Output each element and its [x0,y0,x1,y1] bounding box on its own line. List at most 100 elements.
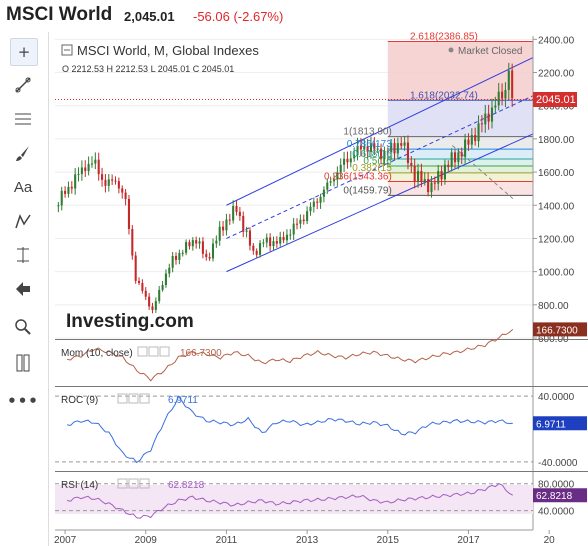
trend-line-icon[interactable] [10,72,36,98]
fib-level-label: 1.618(2032.74) [410,90,478,101]
candle-body [487,113,490,122]
candle-body [205,253,208,258]
candle-body [104,179,107,186]
candle-body [332,179,336,182]
candle-body [218,226,221,241]
candle-body [60,190,63,206]
x-tick-label: 2017 [457,535,480,546]
indicator-value-tag-label: 6.9711 [536,419,566,430]
ruler-icon[interactable] [10,350,36,376]
fib-level-label: 0.382(15 [352,163,392,174]
candle-body [497,91,500,106]
indicator-control-icon [148,346,159,357]
ohlc-readout: O 2212.53 H 2212.53 L 2045.01 C 2045.01 [62,64,234,74]
candle-body [490,107,494,122]
crosshair-icon[interactable]: + [10,38,38,66]
text-icon[interactable]: Aa [13,178,33,196]
x-tick-label: 2013 [296,535,319,546]
candle-body [134,255,137,281]
last-price-label: 2045.01 [536,94,576,106]
instrument-price: 2,045.01 [124,9,175,24]
y-tick-label: 800.00 [538,301,569,312]
candle-body [450,152,453,168]
watermark: Investing.com [66,311,194,332]
x-tick-label: 2009 [135,535,158,546]
candle-body [74,174,77,189]
candle-body [393,143,396,154]
candle-body [77,173,80,175]
candle-body [383,150,386,160]
fib-zone [387,181,533,196]
candle-body [295,223,299,225]
x-tick-label: 2015 [377,535,400,546]
candle-body [339,164,342,173]
x-tick-label: 2007 [54,535,77,546]
candle-body [480,123,483,125]
candle-body [168,267,171,274]
candle-body [228,219,231,221]
candle-body [406,142,409,163]
candle-body [67,186,70,194]
candle-body [322,189,325,197]
market-status: Market Closed [458,46,522,57]
candle-body [161,285,164,290]
candle-body [437,170,440,184]
candle-body [181,252,184,254]
indicator-tick-label: 40.0000 [538,392,575,403]
zoom-icon[interactable] [10,314,36,340]
indicator-line [67,483,514,519]
candle-body [259,243,262,255]
candle-body [336,172,339,180]
candle-body [127,199,130,230]
candle-body [285,234,288,241]
candle-body [467,139,470,145]
candle-body [400,143,403,146]
collapse-box-icon[interactable] [61,44,73,56]
candle-body [349,158,352,163]
candle-body [107,179,110,186]
candle-body [235,206,238,212]
candle-body [154,301,157,310]
candle-body [403,142,406,146]
indicator-value: 6.9711 [168,395,198,406]
indicator-control-icon [117,393,128,404]
indicator-value-tag [533,322,587,337]
header: MSCI World 2,045.01 -56.06 (-2.67%) [0,0,588,32]
indicator-tick-label: 80.0000 [538,480,575,491]
candle-body [111,179,114,181]
fib-measure-icon[interactable] [10,242,36,268]
candle-body [242,215,245,232]
candle-body [363,146,366,150]
candle-body [121,188,124,193]
fib-zone [387,136,533,150]
y-tick-label: 1600.00 [538,168,575,179]
candle-body [215,240,218,244]
candle-body [302,219,305,222]
indicator-value-tag-label: 62.8218 [536,491,573,502]
indicator-tick-label: 40.0000 [538,507,575,518]
candle-body [309,206,312,212]
more-icon[interactable]: ••• [7,392,39,410]
indicator-name: RSI (14) [61,480,98,491]
fib-zone [387,149,533,160]
candle-body [369,143,373,152]
brush-icon[interactable] [10,140,36,166]
fib-level-label: 0.618(16 [352,149,392,160]
candle-body [131,229,134,256]
candle-body [443,164,446,180]
candle-body [191,240,194,247]
candle-body [238,211,241,216]
candle-body [356,145,359,156]
indicator-line [67,329,514,382]
instrument-name: MSCI World [6,4,113,25]
pattern-icon[interactable] [10,208,36,234]
horizontal-lines-icon[interactable] [10,106,36,132]
back-arrow-icon[interactable] [10,276,36,302]
candle-body [484,113,487,125]
candle-body [299,219,302,224]
candle-body [380,148,383,160]
candle-body [312,201,315,207]
candle-body [114,180,117,182]
candle-body [504,89,507,99]
indicator-value-tag [533,488,587,503]
